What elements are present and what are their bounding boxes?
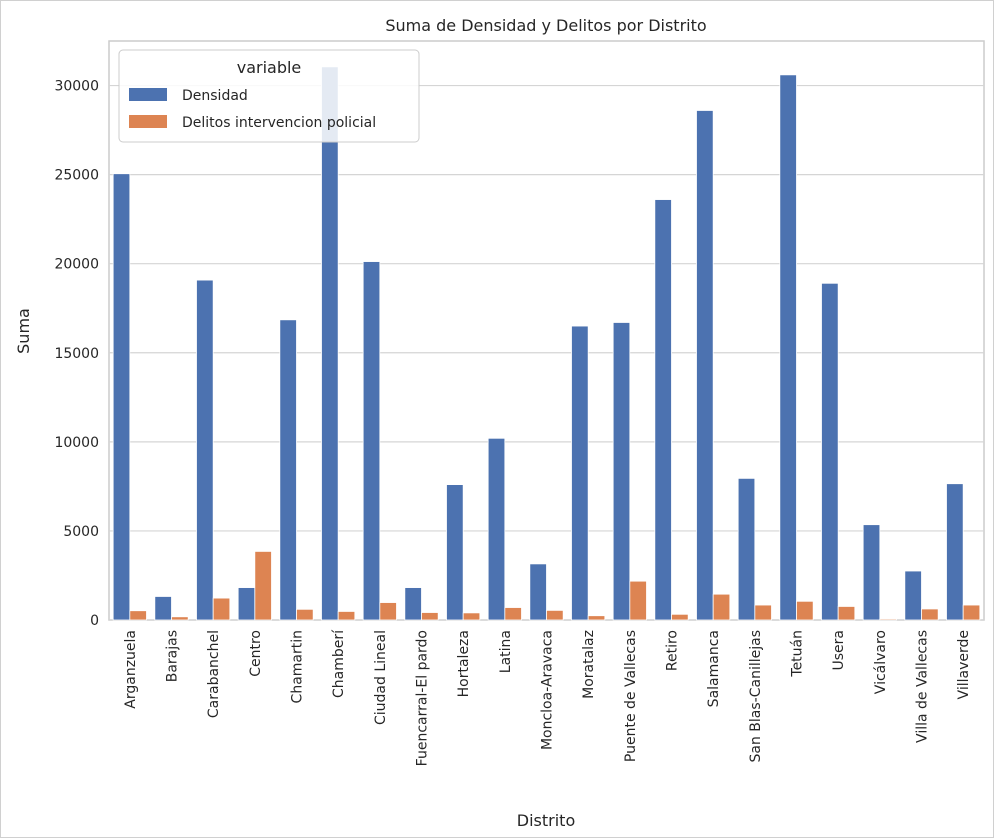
x-tick-label: Usera xyxy=(831,630,847,671)
x-tick-label: Fuencarral-El pardo xyxy=(415,630,431,766)
bar xyxy=(296,608,314,621)
bar xyxy=(904,570,922,621)
bar xyxy=(112,173,131,621)
bar xyxy=(571,325,589,621)
bar xyxy=(754,604,772,621)
x-tick-label: Latina xyxy=(498,630,514,673)
legend-box xyxy=(118,49,420,143)
bar xyxy=(654,199,672,621)
bar xyxy=(321,66,339,621)
bar xyxy=(612,322,631,621)
y-tick-labels: 0 5000 10000 15000 20000 25000 30000 xyxy=(54,79,99,629)
bar xyxy=(279,319,297,621)
bar xyxy=(837,606,856,621)
legend-label-densidad: Densidad xyxy=(182,88,248,104)
bar xyxy=(446,484,464,621)
bar xyxy=(337,611,356,621)
bar xyxy=(696,110,714,621)
legend-label-delitos: Delitos intervencion policial xyxy=(182,115,376,131)
x-tick-label: San Blas-Canillejas xyxy=(748,630,764,762)
legend: variable Densidad Delitos intervencion p… xyxy=(118,49,420,143)
x-tick-label: Carabanchel xyxy=(206,630,222,718)
bar xyxy=(404,587,422,621)
x-tick-label: Ciudad Lineal xyxy=(373,630,389,725)
legend-title: variable xyxy=(237,58,302,77)
bar xyxy=(587,615,606,621)
bar xyxy=(879,618,897,621)
x-tick-label: Salamanca xyxy=(706,630,722,707)
bar xyxy=(946,483,964,621)
bar xyxy=(196,279,214,621)
bar xyxy=(212,597,231,621)
bar xyxy=(504,607,522,621)
chart-title: Suma de Densidad y Delitos por Distrito xyxy=(385,16,706,35)
bar xyxy=(421,612,439,621)
x-axis-label: Distrito xyxy=(517,811,575,830)
x-tick-label: Moncloa-Aravaca xyxy=(540,630,556,750)
x-tick-label: Hortaleza xyxy=(456,630,472,697)
bar xyxy=(254,551,272,621)
x-tick-label: Retiro xyxy=(665,630,681,671)
bar xyxy=(862,524,881,621)
bar xyxy=(737,477,756,621)
bar xyxy=(154,596,172,621)
x-tick-label: Vicálvaro xyxy=(873,630,889,694)
gridlines xyxy=(109,84,984,621)
x-tick-label: Centro xyxy=(248,630,264,677)
y-tick-label: 15000 xyxy=(54,346,99,362)
bar xyxy=(171,616,189,621)
y-tick-label: 5000 xyxy=(63,524,99,540)
legend-swatch-delitos xyxy=(129,115,167,128)
bar xyxy=(921,608,939,621)
x-tick-label: Villa de Vallecas xyxy=(915,630,931,743)
y-tick-label: 25000 xyxy=(54,168,99,184)
x-tick-label: Villaverde xyxy=(956,630,972,699)
x-tick-label: Arganzuela xyxy=(123,630,139,709)
y-tick-label: 20000 xyxy=(54,257,99,273)
y-tick-label: 30000 xyxy=(54,79,99,95)
x-tick-label: Puente de Vallecas xyxy=(623,630,639,762)
bar xyxy=(129,610,147,621)
bar xyxy=(712,593,731,621)
bar xyxy=(462,612,481,621)
y-axis-label: Suma xyxy=(14,308,33,354)
x-tick-label: Moratalaz xyxy=(581,630,597,699)
bar xyxy=(379,602,397,621)
y-tick-label: 10000 xyxy=(54,435,99,451)
x-tick-label: Tetuán xyxy=(790,630,806,678)
bar xyxy=(796,600,814,621)
bar xyxy=(362,261,381,621)
x-tick-labels: Arganzuela Barajas Carabanchel Centro Chamar… xyxy=(123,629,972,766)
bar xyxy=(487,437,506,621)
legend-swatch-densidad xyxy=(129,88,167,101)
bar xyxy=(779,74,797,621)
bar xyxy=(546,609,564,621)
bars xyxy=(112,66,981,621)
x-tick-label: Chamberí xyxy=(331,629,347,698)
bar xyxy=(529,563,547,621)
x-tick-label: Barajas xyxy=(165,630,181,682)
y-tick-label: 0 xyxy=(90,613,99,629)
bar xyxy=(237,587,256,621)
x-tick-label: Chamartin xyxy=(290,630,306,703)
bar xyxy=(962,604,981,621)
bar xyxy=(629,580,647,621)
bar xyxy=(671,613,689,621)
bar xyxy=(821,282,839,621)
